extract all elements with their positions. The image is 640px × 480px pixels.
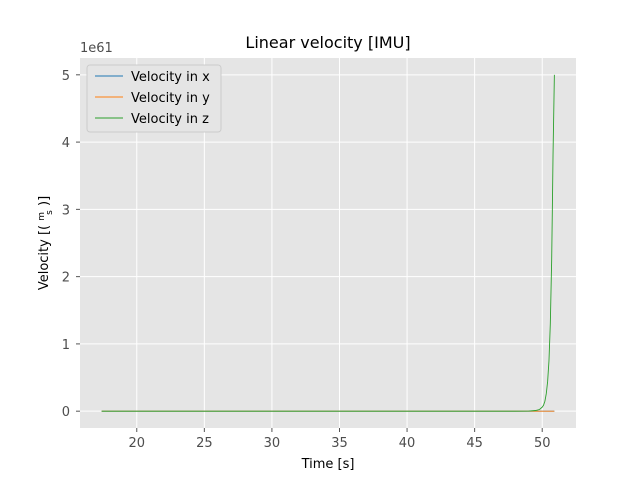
legend-box xyxy=(86,64,222,133)
x-tick-label: 20 xyxy=(128,436,145,451)
y-axis-label-num: m xyxy=(37,212,47,221)
legend-label: Velocity in y xyxy=(131,91,210,106)
legend-label: Velocity in z xyxy=(131,112,209,127)
x-tick-label: 50 xyxy=(534,436,551,451)
x-tick-label: 35 xyxy=(331,436,348,451)
y-tick-label: 4 xyxy=(62,136,70,151)
y-axis-label-den: s xyxy=(45,210,55,215)
y-axis-label: Velocity [( m s )] xyxy=(33,196,56,290)
y-tick-label: 1 xyxy=(62,338,70,353)
x-tick-label: 30 xyxy=(264,436,281,451)
y-tick-label: 3 xyxy=(62,203,70,218)
y-tick-label: 5 xyxy=(62,69,70,84)
x-axis-label: Time [s] xyxy=(301,457,355,472)
x-tick-label: 40 xyxy=(399,436,416,451)
series-line-3 xyxy=(101,74,555,412)
x-tick-label: 25 xyxy=(196,436,213,451)
svg-text:Velocity [( m s: Velocity [( m s )] xyxy=(33,196,56,290)
series-lines xyxy=(101,74,555,412)
y-tick-label: 2 xyxy=(62,271,70,286)
x-tick-label: 45 xyxy=(466,436,483,451)
y-tick-label: 0 xyxy=(62,405,70,420)
legend: Velocity in x Velocity in y Velocity in z xyxy=(86,64,222,133)
chart-title: Linear velocity [IMU] xyxy=(245,33,410,52)
y-axis-label-suffix: )] xyxy=(37,196,52,206)
legend-label: Velocity in x xyxy=(131,70,210,85)
y-axis-label-prefix: Velocity [( xyxy=(37,225,52,290)
y-offset-text: 1e61 xyxy=(80,41,113,56)
